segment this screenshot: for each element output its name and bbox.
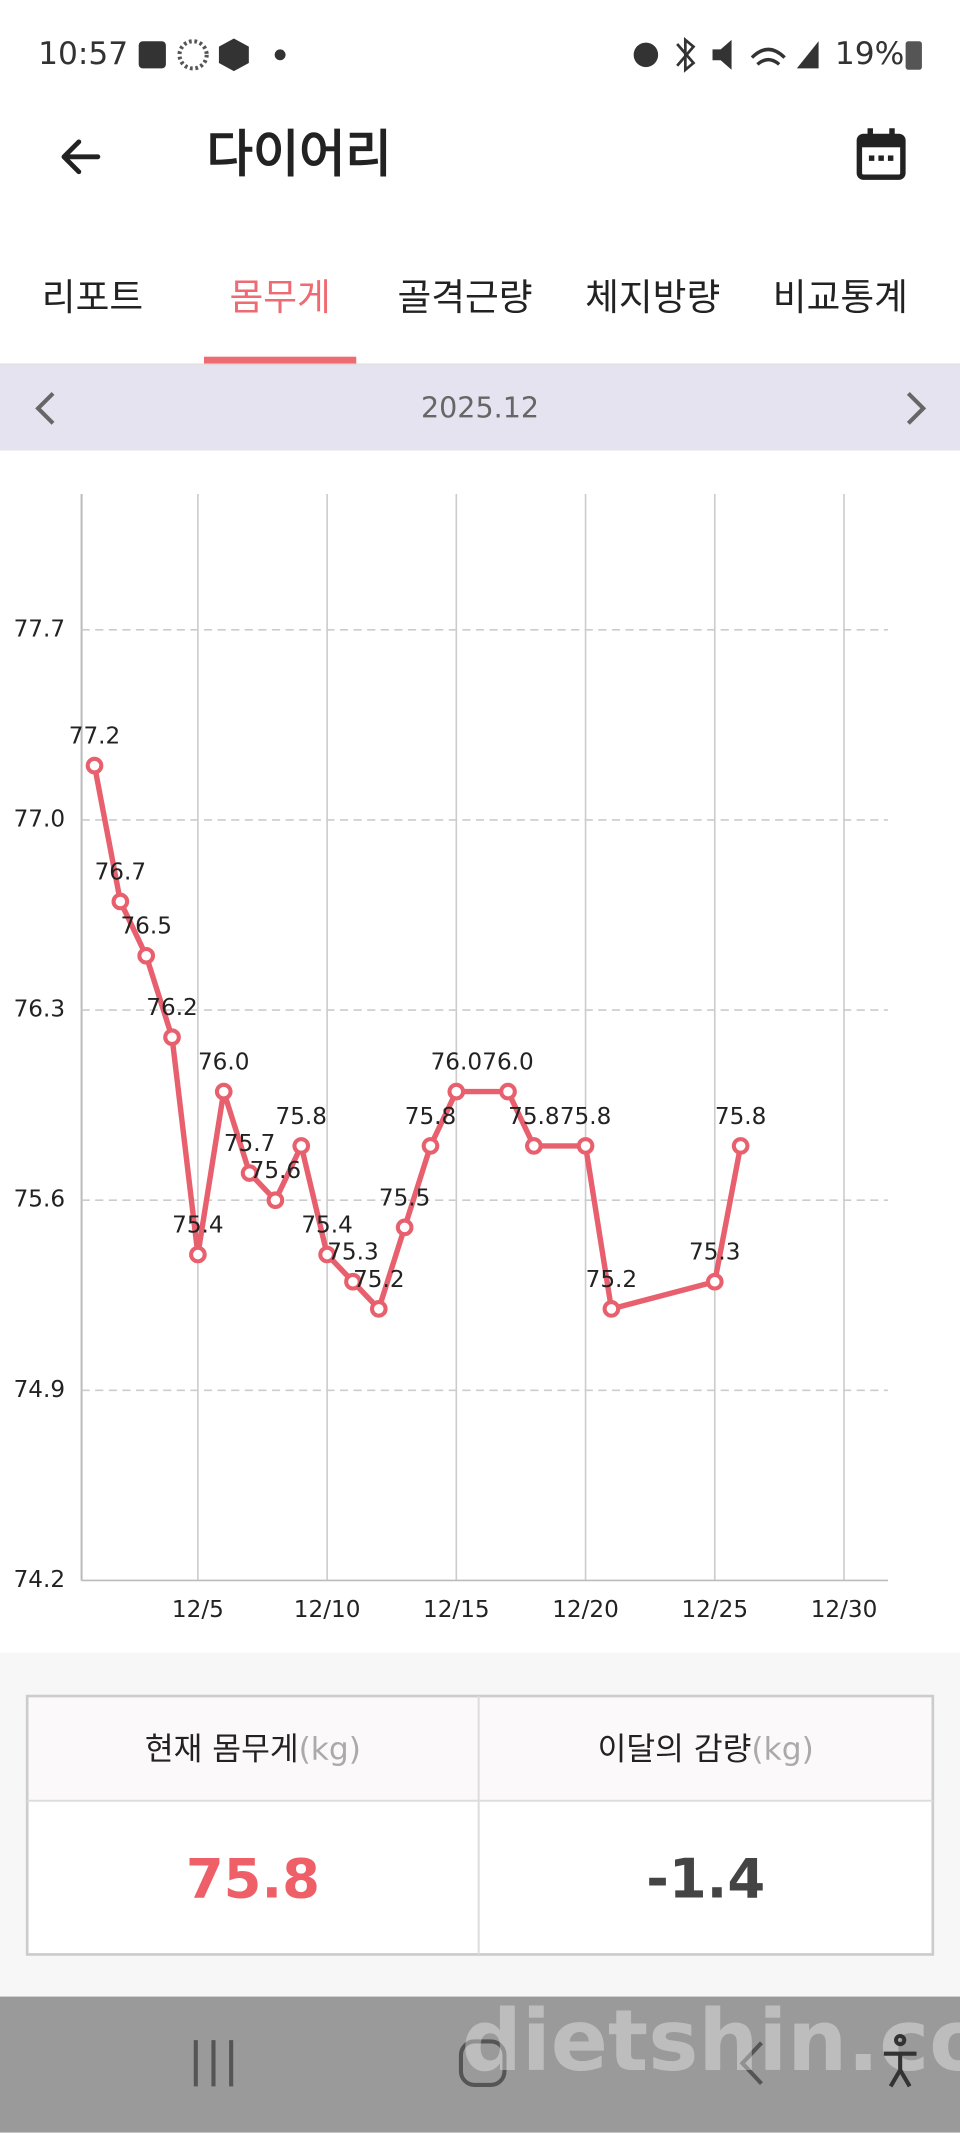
tab[interactable]: 몸무게 [229, 276, 330, 319]
value-label: 75.2 [586, 1267, 637, 1293]
status-icon [138, 41, 166, 69]
value-label: 75.8 [560, 1104, 611, 1130]
data-point [266, 1191, 285, 1210]
tab[interactable]: 체지방량 [585, 276, 720, 319]
prev-month[interactable] [35, 391, 55, 425]
value-label: 75.4 [301, 1213, 352, 1239]
tab-indicator [203, 356, 357, 365]
tab[interactable]: 리포트 [42, 276, 143, 319]
data-point [111, 892, 130, 911]
data-point [705, 1272, 724, 1291]
status-icon [218, 38, 249, 72]
label-text: 현재 몸무게 [145, 1731, 299, 1767]
value-label: 77.2 [69, 724, 120, 750]
nav-recents[interactable] [193, 2040, 234, 2087]
accessibility-button[interactable] [883, 2033, 917, 2088]
data-point [525, 1137, 543, 1155]
summary-label: 이달의 감량(kg) [598, 1731, 814, 1767]
data-point [85, 756, 104, 775]
tab-divider [0, 363, 960, 365]
value-label: 76.0 [482, 1050, 533, 1076]
data-point [318, 1245, 336, 1264]
data-point [602, 1300, 621, 1318]
status-dot [274, 49, 286, 61]
nav-home[interactable] [458, 2039, 507, 2088]
back-button[interactable] [61, 139, 101, 175]
status-time: 10:57 [38, 36, 128, 72]
value-label: 75.2 [353, 1267, 404, 1293]
month-label: 2025.12 [421, 391, 539, 425]
y-tick-label: 76.3 [14, 997, 65, 1023]
value-label: 75.8 [715, 1104, 766, 1130]
value-label: 76.0 [198, 1050, 249, 1076]
tab[interactable]: 골격근량 [398, 276, 533, 319]
y-tick-label: 74.9 [14, 1377, 65, 1403]
status-icon [796, 41, 819, 69]
data-point [214, 1082, 233, 1101]
data-point [344, 1272, 362, 1291]
data-point [576, 1137, 595, 1155]
unit-text: (kg) [751, 1731, 813, 1767]
weight-chart: 12/5 12/10 12/15 12/20 12/25 12/30 74.2 74.9 75.… [14, 494, 888, 1623]
value-label: 75.8 [508, 1104, 559, 1130]
label-text: 이달의 감량 [598, 1731, 752, 1767]
y-tick-label: 74.2 [14, 1567, 65, 1593]
x-tick-label: 12/30 [811, 1597, 878, 1623]
value-label: 75.8 [405, 1104, 456, 1130]
data-point [369, 1300, 388, 1318]
value-label: 75.3 [327, 1240, 378, 1266]
watermark: dietshin.com [461, 1992, 960, 2090]
data-point [189, 1245, 207, 1264]
data-point [292, 1137, 311, 1155]
nav-back[interactable] [739, 2041, 763, 2086]
data-point [447, 1082, 466, 1101]
summary-label: 현재 몸무게(kg) [145, 1731, 361, 1767]
x-tick-label: 12/25 [681, 1597, 748, 1623]
value-label: 76.5 [120, 914, 171, 940]
value-label: 75.6 [250, 1158, 301, 1184]
status-icon [177, 39, 209, 71]
unit-text: (kg) [299, 1731, 361, 1767]
tab-bar: 리포트 몸무게 골격근량 체지방량 비교통계 [42, 276, 908, 319]
data-point [137, 946, 156, 965]
value-label: 76.0 [431, 1050, 482, 1076]
x-tick-label: 12/5 [172, 1597, 224, 1623]
value-label: 75.4 [172, 1213, 223, 1239]
data-point [731, 1137, 750, 1155]
value-label: 76.2 [146, 995, 197, 1021]
summary-header [28, 1697, 932, 1801]
status-icon [712, 39, 732, 70]
y-tick-label: 75.6 [14, 1187, 65, 1213]
status-icon [633, 42, 659, 68]
data-point [163, 1028, 181, 1047]
page-title: 다이어리 [207, 125, 392, 184]
weight-loss: -1.4 [646, 1847, 765, 1910]
tab[interactable]: 비교통계 [773, 276, 908, 319]
data-point [421, 1137, 440, 1155]
x-tick-label: 12/10 [294, 1597, 361, 1623]
month-bar [0, 364, 960, 451]
value-label: 75.3 [689, 1240, 740, 1266]
data-point [395, 1218, 414, 1237]
value-label: 76.7 [95, 859, 146, 885]
battery-icon [905, 41, 922, 70]
status-icon [676, 36, 696, 73]
status-icon [750, 47, 786, 66]
x-tick-label: 12/15 [423, 1597, 490, 1623]
calendar-button[interactable] [856, 128, 906, 180]
y-tick-label: 77.7 [14, 616, 65, 642]
value-label: 75.5 [379, 1185, 430, 1211]
y-tick-label: 77.0 [14, 806, 65, 832]
status-battery: 19% [835, 36, 904, 72]
current-weight: 75.8 [186, 1847, 320, 1910]
data-point [240, 1164, 259, 1182]
value-label: 75.8 [276, 1104, 327, 1130]
value-label: 75.7 [224, 1131, 275, 1157]
nav-bar [0, 1996, 960, 2133]
next-month[interactable] [906, 391, 927, 425]
x-tick-label: 12/20 [552, 1597, 619, 1623]
data-point [499, 1082, 517, 1101]
